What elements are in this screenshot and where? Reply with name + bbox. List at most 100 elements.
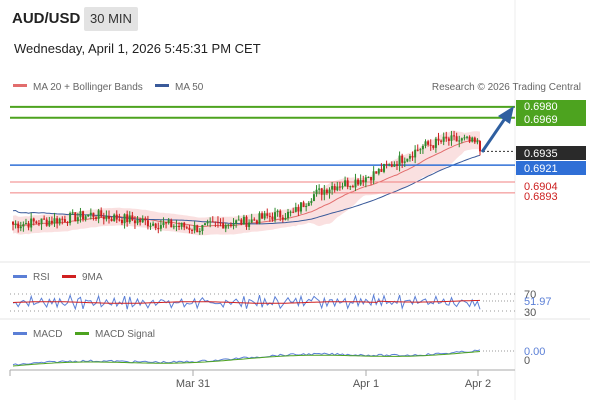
ma50-legend-swatch bbox=[155, 84, 169, 87]
candle-body bbox=[434, 138, 437, 148]
rsi-line bbox=[12, 293, 481, 311]
forecast-arrow-shaft bbox=[480, 116, 508, 153]
pivot-tag bbox=[516, 161, 586, 175]
candle-body bbox=[232, 223, 235, 226]
candle-body bbox=[349, 186, 352, 188]
rsi-legend-label: RSI bbox=[33, 272, 50, 283]
candle-body bbox=[338, 186, 341, 188]
candle-body bbox=[32, 218, 35, 222]
pivot-value: 0.6921 bbox=[524, 163, 558, 175]
candle-body bbox=[390, 164, 393, 167]
candle-body bbox=[411, 155, 414, 158]
candle-body bbox=[144, 218, 147, 221]
resistance-2-tag bbox=[516, 113, 586, 126]
candle-body bbox=[22, 224, 25, 227]
candle-body bbox=[263, 213, 266, 219]
candle-body bbox=[170, 220, 173, 228]
candle-body bbox=[473, 137, 476, 143]
candle-body bbox=[294, 207, 297, 212]
candle-body bbox=[248, 222, 251, 227]
rsi-ma-legend-label: 9MA bbox=[82, 272, 103, 283]
candle-body bbox=[357, 179, 360, 185]
candle-body bbox=[331, 186, 334, 190]
candle-body bbox=[364, 177, 367, 183]
candle-body bbox=[178, 225, 181, 227]
candle-body bbox=[40, 218, 43, 225]
rsi-level-30: 30 bbox=[524, 307, 536, 319]
candle-body bbox=[61, 218, 64, 220]
candle-body bbox=[193, 225, 196, 231]
candle-body bbox=[398, 155, 401, 166]
last-price-tag bbox=[516, 146, 586, 160]
candle-body bbox=[74, 212, 77, 222]
candle-body bbox=[107, 216, 110, 219]
candle-body bbox=[27, 223, 30, 228]
candle-body bbox=[393, 164, 396, 167]
candle-body bbox=[281, 217, 284, 220]
candle-body bbox=[37, 223, 40, 225]
macd-signal-legend-swatch bbox=[75, 332, 89, 335]
candle-body bbox=[149, 225, 152, 227]
candle-body bbox=[414, 149, 417, 158]
candle-body bbox=[276, 210, 279, 213]
candle-body bbox=[154, 223, 157, 228]
candle-body bbox=[367, 176, 370, 178]
candle-body bbox=[359, 180, 362, 185]
candle-body bbox=[370, 176, 373, 181]
candle-body bbox=[76, 217, 79, 222]
candle-body bbox=[110, 218, 113, 222]
candle-body bbox=[274, 212, 277, 220]
candle-body bbox=[447, 138, 450, 141]
candle-body bbox=[450, 135, 453, 141]
candle-body bbox=[12, 221, 14, 225]
macd-level-0: 0 bbox=[524, 355, 530, 367]
timeframe-button[interactable]: 30 MIN bbox=[84, 7, 138, 31]
x-label-mar31: Mar 31 bbox=[176, 378, 210, 390]
last-price-value: 0.6935 bbox=[524, 148, 558, 160]
candle-body bbox=[380, 169, 383, 172]
candle-body bbox=[419, 149, 422, 151]
datetime-label: Wednesday, April 1, 2026 5:45:31 PM CET bbox=[14, 41, 261, 56]
candle-body bbox=[440, 140, 443, 142]
candle-body bbox=[118, 219, 121, 221]
candle-body bbox=[105, 216, 108, 220]
candle-body bbox=[245, 216, 248, 227]
candle-body bbox=[167, 220, 170, 224]
x-label-apr1: Apr 1 bbox=[353, 378, 379, 390]
candle-body bbox=[453, 135, 456, 137]
resistance-1-value: 0.6980 bbox=[524, 101, 558, 113]
ma20-legend-label: MA 20 + Bollinger Bands bbox=[33, 82, 143, 93]
candle-body bbox=[79, 211, 82, 218]
candle-body bbox=[362, 180, 365, 183]
candle-body bbox=[268, 215, 271, 217]
candle-body bbox=[255, 220, 258, 224]
candle-body bbox=[310, 201, 313, 203]
candle-body bbox=[216, 222, 219, 224]
candle-body bbox=[120, 219, 123, 224]
macd-legend-label: MACD bbox=[33, 329, 62, 340]
candle-body bbox=[128, 215, 131, 223]
candle-body bbox=[250, 219, 253, 223]
candle-body bbox=[136, 219, 139, 224]
candle-body bbox=[312, 194, 315, 202]
candle-body bbox=[139, 219, 142, 223]
candle-body bbox=[406, 158, 409, 162]
candle-body bbox=[395, 164, 398, 166]
candle-body bbox=[476, 140, 479, 143]
candle-body bbox=[53, 218, 56, 224]
candle-body bbox=[24, 223, 27, 225]
candle-body bbox=[165, 222, 168, 224]
candle-body bbox=[89, 212, 92, 215]
candle-body bbox=[82, 211, 85, 220]
rsi-legend-swatch bbox=[13, 275, 27, 278]
candle-body bbox=[253, 219, 256, 221]
candle-body bbox=[180, 222, 183, 227]
bollinger-band bbox=[13, 130, 480, 236]
resistance-2-value: 0.6969 bbox=[524, 114, 558, 126]
candle-body bbox=[141, 218, 144, 223]
candle-body bbox=[458, 140, 461, 142]
candle-body bbox=[388, 164, 391, 166]
candle-body bbox=[198, 230, 201, 233]
candle-body bbox=[172, 226, 175, 228]
candle-body bbox=[408, 155, 411, 159]
